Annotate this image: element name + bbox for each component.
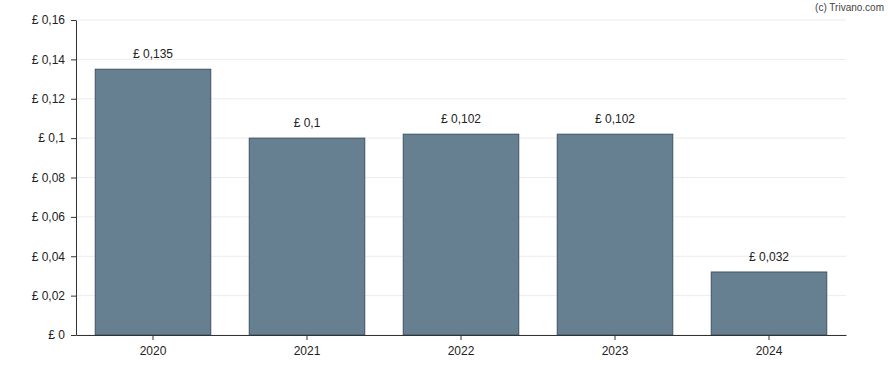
- y-tick-label: £ 0,1: [38, 131, 65, 145]
- grid-line: [76, 20, 846, 21]
- data-label: £ 0,1: [294, 116, 321, 130]
- y-tick: £ 0,04: [32, 250, 76, 264]
- x-tick: 2024: [756, 335, 783, 358]
- x-tick: 2023: [602, 335, 629, 358]
- y-tick-label: £ 0,16: [32, 13, 66, 27]
- y-tick-mark: [71, 138, 76, 139]
- y-tick-mark: [71, 296, 76, 297]
- y-tick-mark: [71, 20, 76, 21]
- bar: [95, 69, 211, 335]
- data-label: £ 0,032: [749, 250, 789, 264]
- y-axis: £ 0 £ 0,02 £ 0,04 £ 0,06 £ 0,08 £ 0,1 £ 0,12 £ …: [32, 13, 77, 342]
- x-tick-mark: [307, 335, 308, 340]
- y-tick: £ 0,02: [32, 289, 76, 303]
- x-tick-mark: [153, 335, 154, 340]
- y-tick-label: £ 0,02: [32, 289, 66, 303]
- x-tick-label: 2023: [602, 344, 629, 358]
- bar: [403, 134, 519, 335]
- y-tick: £ 0,06: [32, 210, 76, 224]
- x-tick-mark: [769, 335, 770, 340]
- bar: [557, 134, 673, 335]
- data-label: £ 0,102: [441, 112, 481, 126]
- y-tick-mark: [71, 178, 76, 179]
- y-tick: £ 0,1: [38, 131, 76, 145]
- y-tick-label: £ 0,14: [32, 53, 66, 67]
- chart: £ 0 £ 0,02 £ 0,04 £ 0,06 £ 0,08 £ 0,1 £ 0,12 £ …: [0, 0, 888, 370]
- y-tick-mark: [71, 256, 76, 257]
- y-axis-line: [76, 21, 77, 336]
- data-label: £ 0,135: [133, 47, 173, 61]
- y-tick-mark: [71, 217, 76, 218]
- x-axis: 2020 2021 2022 2023 2024: [77, 335, 847, 358]
- y-tick-mark: [71, 59, 76, 60]
- data-label: £ 0,102: [595, 112, 635, 126]
- grid-line: [76, 59, 846, 60]
- x-tick-label: 2020: [140, 344, 167, 358]
- x-tick: 2022: [448, 335, 475, 358]
- y-tick-label: £ 0,08: [32, 171, 66, 185]
- x-tick-mark: [461, 335, 462, 340]
- y-tick-label: £ 0,06: [32, 210, 66, 224]
- bar: [249, 138, 365, 335]
- y-tick: £ 0,12: [32, 92, 76, 106]
- y-tick-label: £ 0,04: [32, 250, 66, 264]
- x-tick-label: 2021: [294, 344, 321, 358]
- data-labels: £ 0,135 £ 0,1 £ 0,102 £ 0,102 £ 0,032: [133, 47, 789, 264]
- y-tick-label: £ 0,12: [32, 92, 66, 106]
- x-tick-mark: [615, 335, 616, 340]
- y-tick: £ 0,14: [32, 53, 76, 67]
- y-tick: £ 0,08: [32, 171, 76, 185]
- y-tick: £ 0: [48, 328, 76, 342]
- credit: (c) Trivano.com: [815, 2, 884, 13]
- x-tick: 2020: [140, 335, 167, 358]
- y-tick-mark: [71, 335, 76, 336]
- x-tick-label: 2022: [448, 344, 475, 358]
- plot: £ 0 £ 0,02 £ 0,04 £ 0,06 £ 0,08 £ 0,1 £ 0,12 £ …: [32, 13, 847, 357]
- y-tick: £ 0,16: [32, 13, 76, 27]
- x-tick: 2021: [294, 335, 321, 358]
- y-tick-mark: [71, 99, 76, 100]
- bars: [95, 69, 827, 335]
- x-tick-label: 2024: [756, 344, 783, 358]
- bar: [711, 272, 827, 335]
- y-tick-label: £ 0: [48, 328, 65, 342]
- grid: [76, 20, 846, 335]
